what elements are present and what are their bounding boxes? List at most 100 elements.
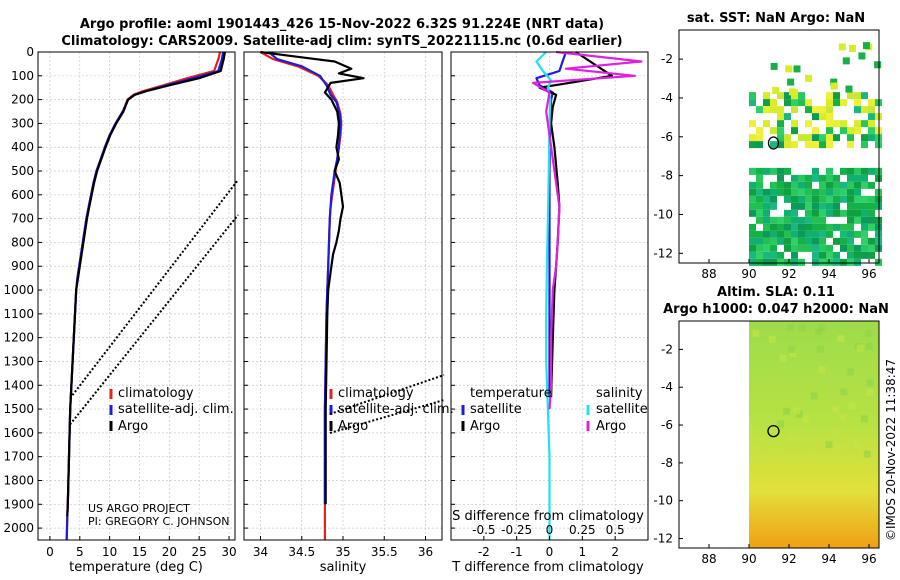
legend-label-climatology: climatology — [338, 386, 414, 401]
sst-cell — [854, 251, 861, 259]
sst-cell — [798, 258, 805, 266]
salinity-difference-ticks: -0.5 -0.25 0 0.25 0.5 — [472, 523, 625, 537]
sst-cell — [784, 216, 791, 224]
sst-cell — [861, 106, 868, 114]
sst-cell — [784, 99, 791, 107]
sst-cell — [770, 237, 777, 245]
legend-label-argo: Argo — [118, 419, 148, 434]
sst-cell — [826, 134, 833, 142]
sst-cell — [791, 174, 798, 182]
y-tick-label: 1700 — [3, 450, 34, 464]
sst-cell — [819, 209, 826, 217]
sst-cell — [749, 141, 756, 149]
sst-cell — [833, 251, 840, 259]
sst-cell — [833, 195, 840, 203]
sst-cell — [847, 195, 854, 203]
y-tick-label: 800 — [11, 235, 34, 249]
sst-cell — [784, 92, 791, 100]
sst-cell — [826, 202, 833, 210]
map-y-tick-label: -6 — [661, 130, 673, 144]
sst-cell — [805, 181, 812, 189]
sst-cell — [756, 174, 763, 182]
sst-cell — [812, 174, 819, 182]
sst-cell — [833, 209, 840, 217]
temperature-legend: climatology satellite-adj. clim. Argo — [109, 386, 234, 434]
sst-cell — [784, 113, 791, 121]
sst-cell — [819, 188, 826, 196]
sla-cell — [816, 345, 824, 353]
sst-cell — [777, 113, 784, 121]
temperature-xlabel: temperature (deg C) — [69, 560, 203, 575]
sst-cell — [805, 174, 812, 182]
sst-cell — [826, 230, 833, 238]
sst-cell — [763, 223, 770, 231]
sst-cell — [763, 230, 770, 238]
sst-cell — [777, 106, 784, 114]
sst-cell — [784, 134, 791, 142]
sst-cell — [784, 244, 791, 252]
sst-cell — [763, 106, 770, 114]
sst-cell — [826, 127, 833, 135]
x-tick-label: 15 — [132, 545, 147, 559]
sst-cell — [861, 134, 868, 142]
sst-cell — [770, 244, 777, 252]
difference-panel: -2 -1 0 1 2 T difference from climatology S … — [450, 50, 649, 575]
sst-cell — [812, 134, 819, 142]
y-tick-label: 0 — [26, 45, 34, 59]
sst-cell — [756, 106, 763, 114]
sst-cell — [840, 244, 847, 252]
sst-cell — [784, 223, 791, 231]
sst-cell — [868, 195, 875, 203]
series-line-salinity-satellite — [535, 51, 553, 540]
sst-cell — [770, 216, 777, 224]
sst-cell — [847, 188, 854, 196]
sst-cell — [854, 258, 861, 266]
sla-cell — [846, 368, 854, 376]
sst-cell — [868, 167, 875, 175]
sst-cell — [798, 181, 805, 189]
sst-cell — [756, 230, 763, 238]
sst-cell — [812, 209, 819, 217]
sst-cell — [819, 230, 826, 238]
sst-cell — [854, 195, 861, 203]
sst-cell — [819, 258, 826, 266]
sst-cell — [847, 92, 854, 100]
sst-cell — [770, 99, 777, 107]
sla-cell — [776, 447, 784, 455]
sst-cell — [763, 99, 770, 107]
sst-cell — [756, 134, 763, 142]
map-y-tick-label: -12 — [653, 246, 673, 260]
sst-cell — [791, 230, 798, 238]
sst-cell — [777, 120, 784, 128]
sst-cell — [763, 237, 770, 245]
sst-cell — [854, 202, 861, 210]
sla-cell — [825, 441, 833, 449]
sst-cell — [763, 202, 770, 210]
sst-cell — [833, 202, 840, 210]
s-tick-label: 0 — [546, 523, 554, 537]
sst-cell — [847, 251, 854, 259]
sst-cell — [812, 202, 819, 210]
sst-cell — [805, 209, 812, 217]
sst-cell — [826, 209, 833, 217]
sst-cell — [784, 167, 791, 175]
sla-cell — [798, 324, 806, 332]
title-line-2: Climatology: CARS2009. Satellite-adj cli… — [61, 34, 622, 49]
sst-cell — [805, 202, 812, 210]
sst-cell — [791, 188, 798, 196]
sst-cell — [812, 141, 819, 149]
sla-field-texture — [751, 324, 874, 458]
sla-cell — [802, 415, 810, 423]
sst-cell — [845, 85, 853, 93]
sst-cell — [854, 167, 861, 175]
legend-title-salinity: salinity — [596, 386, 643, 401]
x-tick-label: 2 — [611, 545, 619, 559]
sst-cell — [791, 202, 798, 210]
sst-cell — [861, 230, 868, 238]
sst-cell — [805, 216, 812, 224]
sst-cell — [805, 223, 812, 231]
sst-cell — [791, 106, 798, 114]
y-tick-label: 1500 — [3, 402, 34, 416]
sst-cell — [868, 251, 875, 259]
sst-argo-location-marker — [767, 136, 780, 150]
